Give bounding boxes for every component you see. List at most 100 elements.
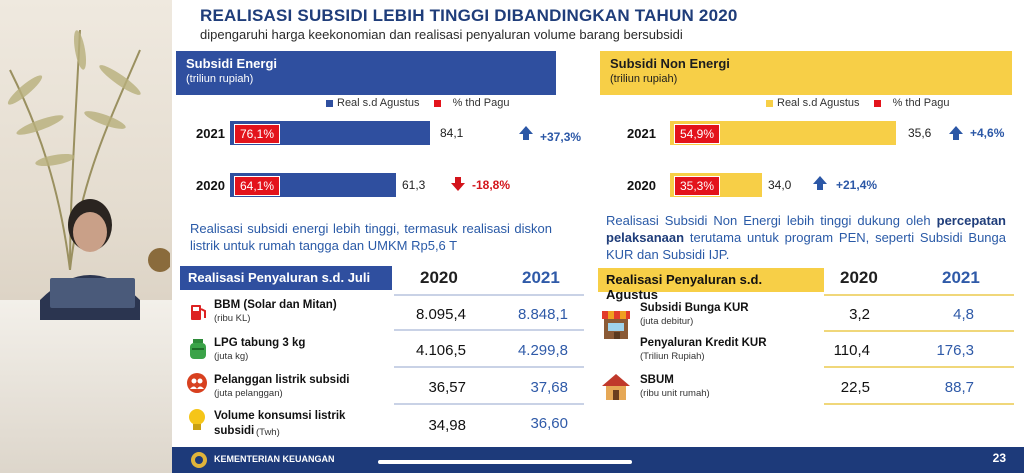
energi-year-2021: 2021 — [196, 126, 225, 141]
non-energi-item-2-unit: (ribu unit rumah) — [640, 388, 710, 399]
legend-pct-label: % thd Pagu — [892, 97, 950, 109]
non-energi-table-title: Realisasi Penyaluran s.d. Agustus — [598, 268, 824, 302]
energi-row-separator — [394, 366, 584, 368]
slide-title: REALISASI SUBSIDI LEBIH TINGGI DIBANDING… — [200, 6, 738, 25]
slide-subtitle: dipengaruhi harga keekonomian dan realis… — [200, 27, 683, 42]
non-energi-col-2020: 2020 — [840, 268, 878, 287]
non-energi-header-unit: (triliun rupiah) — [610, 73, 678, 85]
energi-pct-2021: 76,1% — [234, 124, 281, 144]
energi-item-3-title: Volume konsumsi listrik — [214, 410, 346, 422]
arrow-down-icon — [451, 177, 465, 191]
energi-table-separator — [394, 294, 584, 296]
energi-col-2020: 2020 — [420, 268, 458, 287]
non-energi-change-2020: +21,4% — [836, 178, 878, 192]
energi-bar-2020: 64,1% — [230, 173, 396, 197]
shop-icon — [602, 311, 630, 339]
energi-header-unit: (triliun rupiah) — [186, 73, 254, 85]
non-energi-item-1-unit: (Triliun Rupiah) — [640, 351, 705, 362]
energi-bar-2021: 76,1% — [230, 121, 430, 145]
presenter-video — [0, 0, 172, 473]
energi-change-2021: +37,3% — [540, 130, 582, 144]
legend-real-swatch — [766, 99, 773, 107]
energi-col-2021: 2021 — [522, 268, 560, 287]
desk — [0, 300, 172, 473]
non-energi-item-2-2020: 22,5 — [840, 379, 870, 396]
arrow-up-icon — [813, 176, 827, 190]
house-icon — [602, 374, 630, 400]
video-scrollbar[interactable] — [378, 460, 632, 464]
energi-value-2020: 61,3 — [402, 178, 426, 192]
non-energi-item-2-title: SBUM — [640, 374, 674, 386]
legend-pct-swatch — [873, 99, 881, 107]
non-energi-col-2021: 2021 — [942, 268, 980, 287]
fuel-pump-icon — [191, 305, 206, 320]
non-energi-item-0-title: Subsidi Bunga KUR — [640, 302, 749, 314]
non-energi-change-2021: +4,6% — [970, 126, 1005, 140]
non-energi-item-2-2021: 88,7 — [944, 379, 974, 396]
energi-item-1-title: LPG tabung 3 kg — [214, 337, 306, 349]
non-energi-pct-2021: 54,9% — [674, 124, 721, 144]
energi-item-0-2021: 8.848,1 — [517, 306, 568, 323]
non-energi-row-separator — [824, 330, 1014, 332]
non-energi-pct-2020: 35,3% — [674, 176, 721, 196]
slide: REALISASI SUBSIDI LEBIH TINGGI DIBANDING… — [172, 0, 1024, 473]
non-energi-legend: Real s.d Agustus % thd Pagu — [766, 97, 949, 109]
arrow-up-icon — [949, 126, 963, 140]
non-energi-bar-2020: 35,3% — [670, 173, 762, 197]
non-energi-item-1-title: Penyaluran Kredit KUR — [640, 337, 767, 349]
energi-item-3-title2: subsidi — [214, 425, 255, 437]
arrow-up-icon — [519, 126, 533, 140]
energi-item-2-unit: (juta pelanggan) — [214, 388, 283, 399]
non-energi-row-separator — [824, 366, 1014, 368]
legend-pct-swatch — [433, 99, 441, 107]
non-energi-row-separator — [824, 403, 1014, 405]
energi-item-0-2020: 8.095,4 — [415, 306, 466, 323]
non-energi-header-title: Subsidi Non Energi — [610, 56, 730, 71]
non-energi-year-2021: 2021 — [627, 126, 656, 141]
energi-header: Subsidi Energi (triliun rupiah) — [176, 51, 556, 95]
energi-item-1-2020: 4.106,5 — [415, 342, 466, 359]
non-energi-item-1-2020: 110,4 — [833, 342, 870, 359]
non-energi-item-0-unit: (juta debitur) — [640, 316, 694, 327]
non-energi-item-0-2021: 4,8 — [953, 306, 974, 323]
non-energi-value-2020: 34,0 — [768, 178, 792, 192]
legend-real-label: Real s.d Agustus — [337, 97, 420, 109]
energi-pct-2020: 64,1% — [234, 176, 281, 196]
non-energi-year-2020: 2020 — [627, 178, 656, 193]
lightbulb-icon — [189, 409, 205, 430]
customers-icon — [187, 373, 207, 393]
footer-org: KEMENTERIAN KEUANGAN — [214, 454, 335, 464]
energi-item-0-title: BBM (Solar dan Mitan) — [214, 299, 337, 311]
energi-item-3-2021: 36,60 — [530, 415, 568, 432]
non-energi-item-0-2020: 3,2 — [849, 306, 870, 323]
legend-real-swatch — [326, 99, 333, 107]
energi-header-title: Subsidi Energi — [186, 56, 278, 71]
energi-legend: Real s.d Agustus % thd Pagu — [326, 97, 509, 109]
non-energi-note: Realisasi Subsidi Non Energi lebih tingg… — [606, 212, 1006, 263]
page-number: 23 — [992, 451, 1006, 465]
energi-change-2020: -18,8% — [472, 178, 511, 192]
non-energi-value-2021: 35,6 — [908, 126, 932, 140]
non-energi-table-separator — [824, 294, 1014, 296]
energi-row-separator — [394, 403, 584, 405]
non-energi-bar-2021: 54,9% — [670, 121, 896, 145]
energi-note: Realisasi subsidi energi lebih tinggi, t… — [190, 221, 552, 253]
non-energi-note-a: Realisasi Subsidi Non Energi lebih tingg… — [606, 213, 931, 228]
energi-item-0-unit: (ribu KL) — [214, 313, 251, 324]
ministry-logo-icon — [191, 452, 207, 468]
energi-item-2-2020: 36,57 — [428, 379, 466, 396]
energi-item-3-unit: (Twh) — [256, 427, 280, 438]
energi-item-1-unit: (juta kg) — [214, 351, 249, 362]
energi-item-3-2020: 34,98 — [428, 417, 466, 434]
legend-real-label: Real s.d Agustus — [777, 97, 860, 109]
gas-cylinder-icon — [190, 339, 206, 359]
energi-value-2021: 84,1 — [440, 126, 464, 140]
non-energi-header: Subsidi Non Energi (triliun rupiah) — [600, 51, 1012, 95]
energi-item-1-2021: 4.299,8 — [517, 342, 568, 359]
non-energi-note-bold: percepatan pelaksanaan — [606, 213, 1006, 245]
non-energi-item-1-2021: 176,3 — [936, 342, 974, 359]
energi-row-separator — [394, 329, 584, 331]
non-energi-note-b: terutama untuk program PEN, seperti Subs… — [606, 230, 1006, 262]
energi-item-2-2021: 37,68 — [530, 379, 568, 396]
presenter-figure — [40, 199, 170, 320]
